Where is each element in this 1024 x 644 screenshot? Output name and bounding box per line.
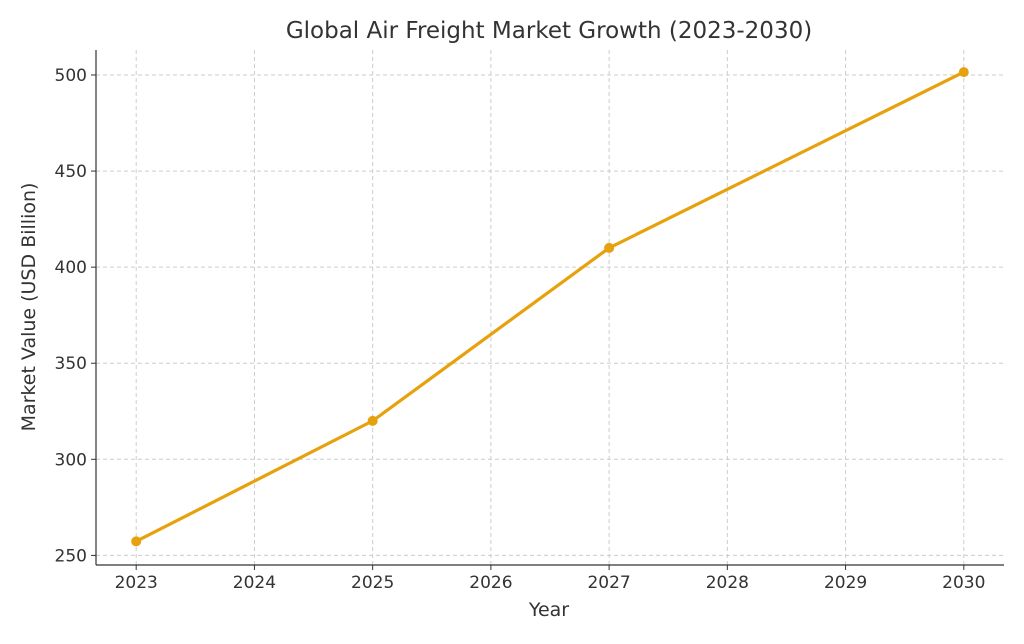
data-point-marker	[131, 536, 142, 547]
x-tick-label: 2024	[233, 573, 276, 593]
x-tick-label: 2029	[824, 573, 867, 593]
series-line	[134, 70, 966, 543]
x-axis-label: Year	[528, 599, 569, 621]
x-tick-label: 2030	[942, 573, 985, 593]
x-tick-label: 2026	[469, 573, 512, 593]
y-tick-label: 450	[55, 162, 87, 182]
data-point-marker	[367, 415, 378, 426]
chart-title: Global Air Freight Market Growth (2023-2…	[286, 18, 812, 44]
x-tick-label: 2023	[115, 573, 158, 593]
data-point-marker	[958, 67, 969, 78]
tick-labels: 2023 2024 2025 2026 2027 2028 2029 2030 250 300 35…	[55, 66, 986, 593]
y-tick-label: 400	[55, 258, 87, 278]
y-tick-label: 350	[55, 354, 87, 374]
x-tick-label: 2027	[587, 573, 630, 593]
axes	[95, 50, 1004, 566]
x-tick-label: 2025	[351, 573, 394, 593]
x-tick-label: 2028	[706, 573, 749, 593]
grid-lines	[96, 50, 1004, 565]
y-tick-label: 250	[55, 546, 87, 566]
y-tick-label: 300	[55, 450, 87, 470]
y-axis-label: Market Value (USD Billion)	[18, 183, 40, 432]
y-tick-label: 500	[55, 66, 87, 86]
data-point-marker	[604, 242, 615, 253]
data-series	[131, 67, 969, 547]
